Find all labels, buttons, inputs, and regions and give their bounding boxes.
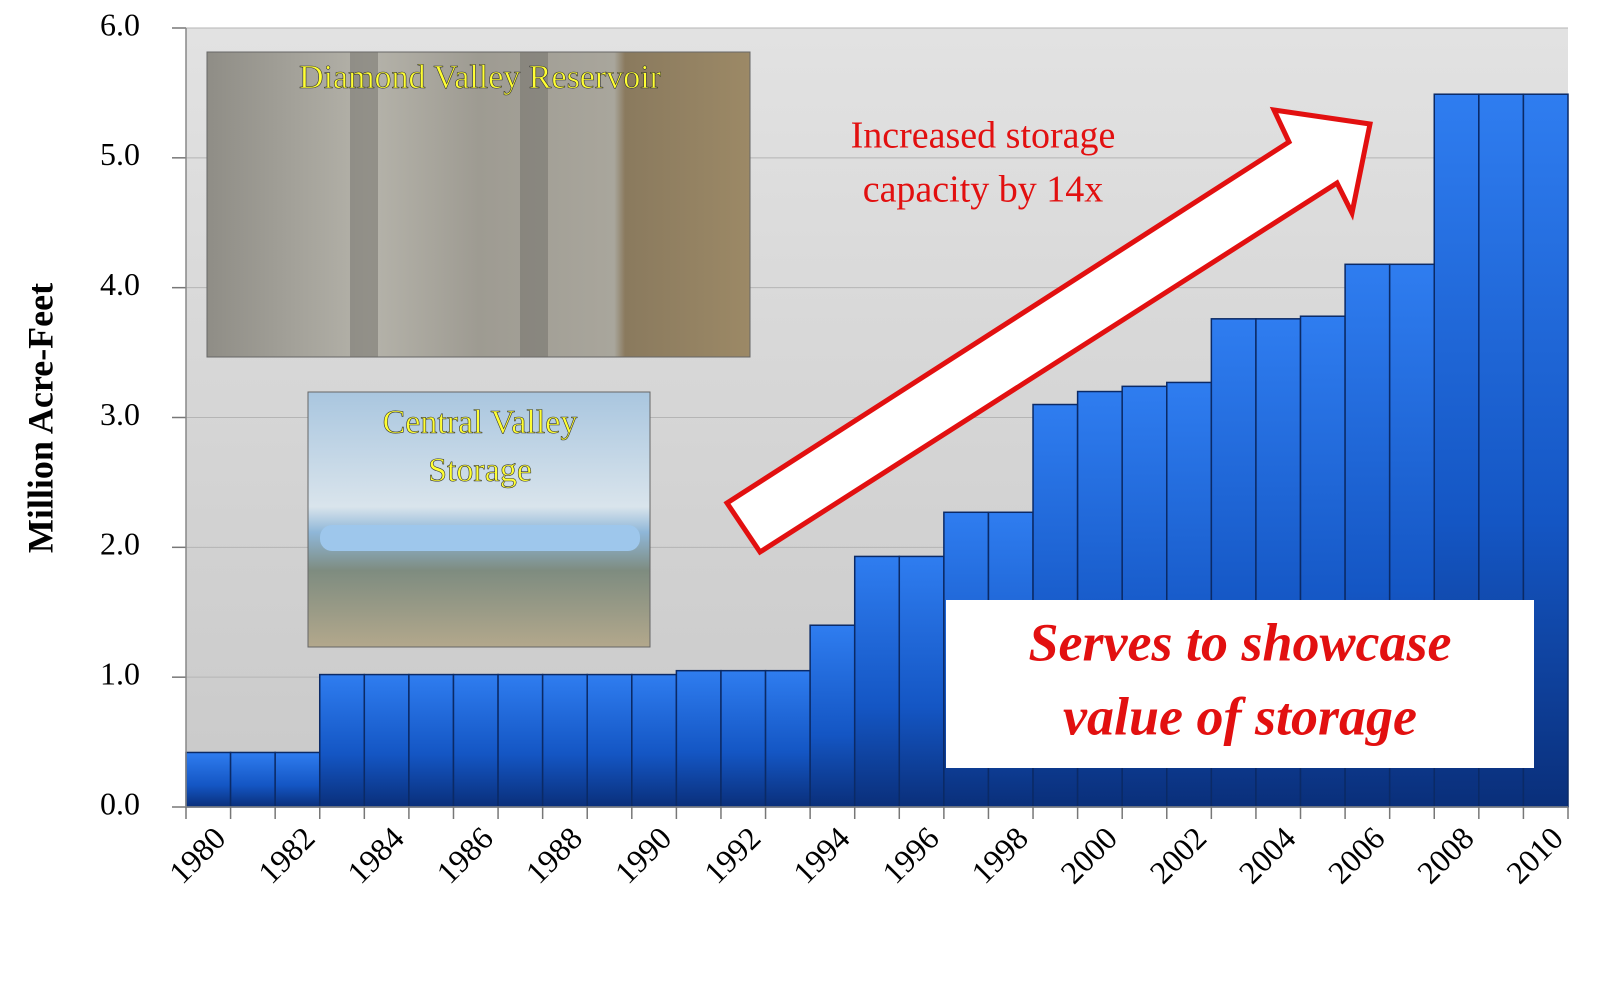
x-tick-label: 1996: [875, 820, 946, 891]
x-tick-label: 1982: [251, 820, 322, 891]
bar: [853, 555, 901, 808]
y-axis-label: Million Acre-Feet: [20, 283, 60, 553]
annotation: Serves to showcase: [1029, 612, 1452, 672]
photo-detail: [350, 52, 378, 357]
bar: [809, 624, 856, 808]
photo-storage: [307, 391, 651, 648]
bar: [541, 673, 588, 808]
y-tick-label: 3.0: [100, 396, 140, 432]
arrow: [723, 106, 1373, 556]
annotation: Storage: [428, 452, 532, 489]
x-tick-label: 2000: [1053, 820, 1124, 891]
bar: [229, 751, 276, 808]
bar: [586, 673, 633, 808]
y-tick-label: 6.0: [100, 6, 140, 42]
x-tick-label: 2002: [1142, 820, 1213, 891]
bar: [497, 673, 544, 808]
x-tick-label: 2006: [1321, 820, 1392, 891]
bar: [185, 751, 232, 808]
x-tick-label: 1988: [518, 820, 589, 891]
bar: [274, 751, 321, 808]
photo-pipe: [320, 525, 640, 551]
x-tick-label: 1986: [429, 820, 500, 891]
x-tick-label: 2010: [1499, 820, 1570, 891]
bar: [764, 669, 811, 808]
x-tick-label: 2004: [1232, 820, 1303, 891]
annotation: Increased storage: [851, 115, 1116, 157]
photo-detail: [520, 52, 548, 357]
bar: [318, 673, 366, 808]
y-tick-label: 0.0: [100, 785, 140, 821]
y-tick-label: 4.0: [100, 266, 140, 302]
callout-box: [946, 600, 1534, 768]
bar: [408, 673, 455, 808]
x-tick-label: 1984: [340, 820, 411, 891]
annotation: capacity by 14x: [863, 169, 1104, 211]
annotation: Central Valley: [383, 404, 578, 441]
bar: [452, 673, 499, 808]
y-tick-label: 5.0: [100, 136, 140, 172]
y-tick-label: 2.0: [100, 526, 140, 562]
photo-reservoir: [206, 51, 751, 358]
x-tick-label: 1990: [608, 820, 679, 891]
bar: [675, 669, 722, 808]
annotation: value of storage: [1063, 686, 1417, 746]
x-tick-label: 1998: [964, 820, 1035, 891]
x-tick-label: 1994: [786, 820, 857, 891]
bar: [631, 673, 678, 808]
annotation: Diamond Valley Reservoir: [299, 59, 662, 96]
x-tick-label: 1992: [697, 820, 768, 891]
y-tick-label: 1.0: [100, 656, 140, 692]
x-tick-label: 1980: [162, 820, 233, 891]
x-tick-label: 2008: [1410, 820, 1481, 891]
bar: [898, 555, 945, 808]
bar: [363, 673, 410, 808]
bar: [720, 669, 767, 808]
